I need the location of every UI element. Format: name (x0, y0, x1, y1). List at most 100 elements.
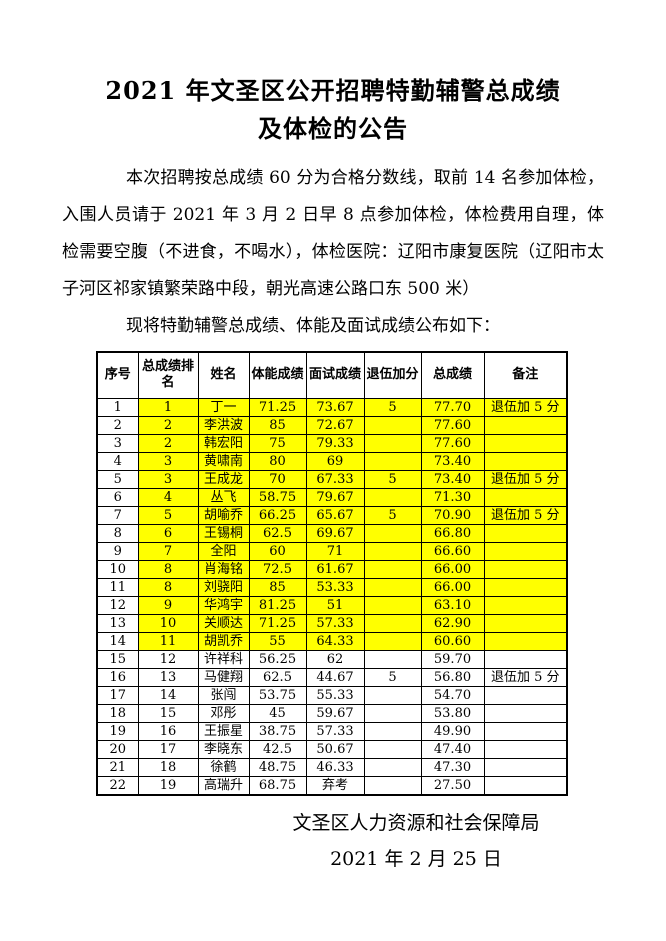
table-cell: 王振星 (197, 721, 250, 741)
table-cell: 7 (137, 541, 199, 561)
table-cell: 刘骁阳 (197, 577, 250, 597)
table-cell (483, 523, 568, 543)
score-table-body: 1 1 丁一 71.25 73.67 5 77.70 退伍加 5 分 2 2 李洪波 85 72.67 7… (96, 397, 568, 795)
table-cell (363, 721, 422, 741)
table-cell: 17 (137, 739, 199, 759)
table-cell: 75 (248, 433, 307, 453)
issue-date: 2021 年 2 月 25 日 (330, 847, 502, 870)
table-cell: 57.33 (305, 721, 365, 741)
table-cell: 50.67 (305, 739, 365, 759)
table-row: 17 14 张闯 53.75 55.33 54.70 (96, 685, 568, 705)
table-cell: 66.60 (420, 541, 485, 561)
table-cell: 5 (137, 505, 199, 525)
table-cell: 55.33 (305, 685, 365, 705)
table-cell: 59.70 (420, 649, 485, 669)
table-cell: 王锡桐 (197, 523, 250, 543)
table-cell: 70.90 (420, 505, 485, 525)
table-cell: 85 (248, 415, 307, 435)
table-cell: 15 (96, 649, 139, 669)
table-cell: 53.33 (305, 577, 365, 597)
table-row: 18 15 邓彤 45 59.67 53.80 (96, 703, 568, 723)
table-cell: 15 (137, 703, 199, 723)
table-cell: 44.67 (305, 667, 365, 687)
table-cell: 张闯 (197, 685, 250, 705)
table-cell: 48.75 (248, 757, 307, 777)
table-cell: 51 (305, 595, 365, 615)
table-cell (483, 595, 568, 615)
table-cell (483, 739, 568, 759)
table-cell: 许祥科 (197, 649, 250, 669)
table-cell: 71.25 (248, 613, 307, 633)
table-cell: 肖海铭 (197, 559, 250, 579)
table-cell (363, 559, 422, 579)
table-cell: 73.40 (420, 451, 485, 471)
table-cell: 21 (96, 757, 139, 777)
table-cell: 56.25 (248, 649, 307, 669)
table-cell: 71.30 (420, 487, 485, 507)
table-cell (363, 415, 422, 435)
table-row: 4 3 黄啸南 80 69 73.40 (96, 451, 568, 471)
table-cell: 70 (248, 469, 307, 489)
table-cell: 46.33 (305, 757, 365, 777)
table-cell: 邓彤 (197, 703, 250, 723)
table-cell: 关顺达 (197, 613, 250, 633)
table-cell: 62.5 (248, 667, 307, 687)
table-cell: 弃考 (305, 775, 365, 795)
table-cell: 徐鹤 (197, 757, 250, 777)
header-cell-1: 总成绩排名 (137, 351, 199, 399)
table-row: 19 16 王振星 38.75 57.33 49.90 (96, 721, 568, 741)
table-cell: 62.90 (420, 613, 485, 633)
table-cell: 57.33 (305, 613, 365, 633)
table-cell: 5 (363, 667, 422, 687)
table-cell: 3 (137, 469, 199, 489)
table-cell: 12 (137, 649, 199, 669)
table-row: 12 9 华鸿宇 81.25 51 63.10 (96, 595, 568, 615)
announcement-body-paragraph: 本次招聘按总成绩 60 分为合格分数线，取前 14 名参加体检，入围人员请于 2… (62, 168, 604, 299)
table-cell: 62.5 (248, 523, 307, 543)
header-cell-3: 体能成绩 (248, 351, 307, 399)
table-cell: 16 (137, 721, 199, 741)
table-cell: 退伍加 5 分 (483, 469, 568, 489)
table-cell: 19 (96, 721, 139, 741)
table-cell: 9 (137, 595, 199, 615)
table-cell: 2 (137, 433, 199, 453)
table-row: 10 8 肖海铭 72.5 61.67 66.00 (96, 559, 568, 579)
table-cell (483, 433, 568, 453)
table-cell: 6 (137, 523, 199, 543)
table-cell: 55 (248, 631, 307, 651)
table-cell: 77.60 (420, 433, 485, 453)
table-cell: 华鸿宇 (197, 595, 250, 615)
table-cell: 38.75 (248, 721, 307, 741)
table-row: 9 7 全阳 60 71 66.60 (96, 541, 568, 561)
header-cell-0: 序号 (96, 351, 139, 399)
header-row: 序号 总成绩排名 姓名 体能成绩 面试成绩 退伍加分 总成绩 备注 (96, 351, 568, 399)
table-cell: 3 (137, 451, 199, 471)
table-cell: 高瑞升 (197, 775, 250, 795)
signature-block: 文圣区人力资源和社会保障局 2021 年 2 月 25 日 (166, 805, 666, 877)
table-cell (363, 703, 422, 723)
table-cell: 27.50 (420, 775, 485, 795)
table-cell (363, 595, 422, 615)
table-cell: 韩宏阳 (197, 433, 250, 453)
table-cell: 王成龙 (197, 469, 250, 489)
table-cell (363, 433, 422, 453)
table-cell: 14 (96, 631, 139, 651)
table-cell (363, 613, 422, 633)
table-row: 13 10 关顺达 71.25 57.33 62.90 (96, 613, 568, 633)
table-cell: 7 (96, 505, 139, 525)
table-cell (483, 559, 568, 579)
table-cell: 9 (96, 541, 139, 561)
table-cell: 2 (96, 415, 139, 435)
header-cell-7: 备注 (483, 351, 568, 399)
table-cell: 丁一 (197, 397, 250, 417)
table-row: 1 1 丁一 71.25 73.67 5 77.70 退伍加 5 分 (96, 397, 568, 417)
table-cell: 61.67 (305, 559, 365, 579)
table-cell: 81.25 (248, 595, 307, 615)
table-cell: 72.5 (248, 559, 307, 579)
table-cell: 16 (96, 667, 139, 687)
table-cell (483, 703, 568, 723)
table-cell: 53.75 (248, 685, 307, 705)
table-cell (363, 541, 422, 561)
table-cell (483, 649, 568, 669)
table-cell: 62 (305, 649, 365, 669)
